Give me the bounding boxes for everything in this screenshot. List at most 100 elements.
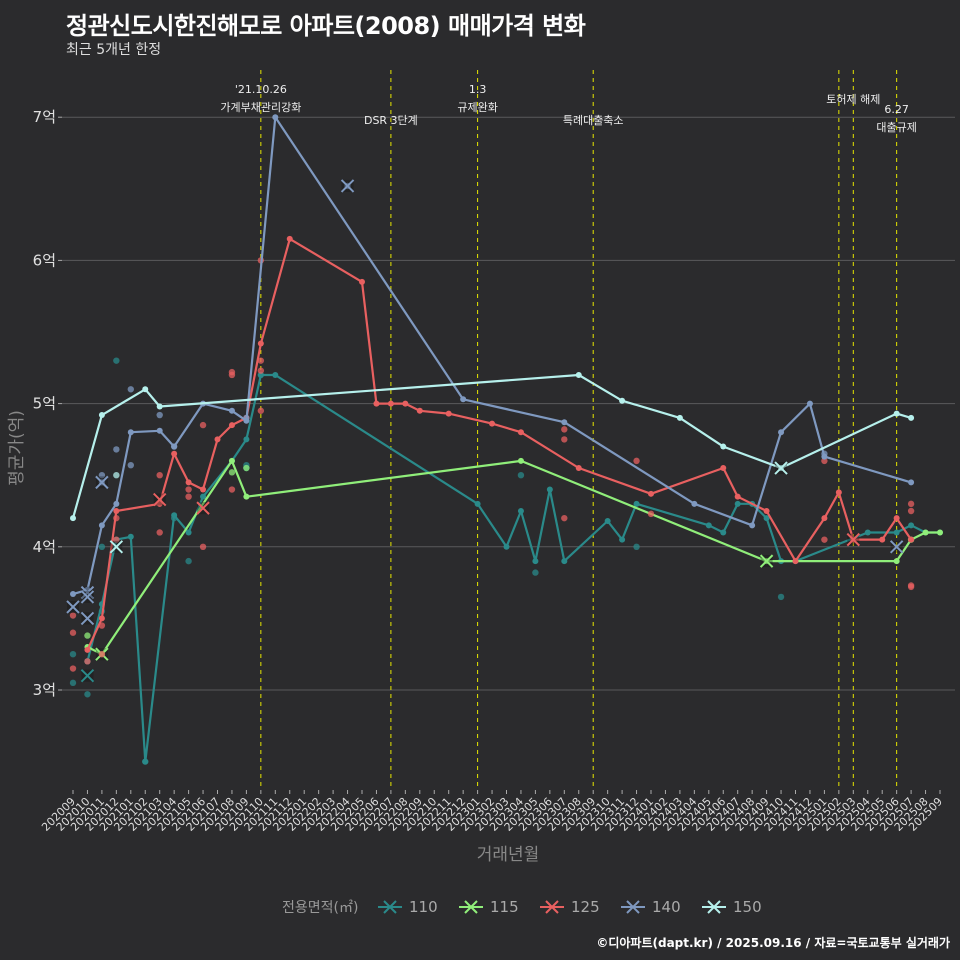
y-tick-label: 5억 [33,395,56,413]
series-115 [84,457,943,661]
line-vertex [489,420,496,427]
line-vertex [171,512,178,519]
data-point [113,446,120,453]
line-vertex [908,479,915,486]
event-label: 가계부채관리강화 [220,101,301,114]
event-label: DSR 3단계 [364,114,418,127]
line-vertex [922,529,929,536]
event-label: 특례대출축소 [563,114,624,127]
line-vertex [257,340,264,347]
legend-cross [383,900,397,914]
line-vertex [749,522,756,529]
event-label: 대출규제 [876,121,916,134]
data-point [633,543,640,550]
line-vertex [734,500,741,507]
event-label: 규제완화 [457,101,497,114]
line-vertex [604,518,611,525]
line-vertex [517,429,524,436]
series-line [86,237,913,651]
data-point [84,632,91,639]
cross-marker [95,475,109,490]
line-vertex [561,419,568,426]
line-vertex [619,536,626,543]
cross-marker [759,554,774,568]
line-vertex [633,500,640,507]
cross-marker [80,585,95,600]
line-vertex [792,558,799,565]
line-vertex [243,493,250,500]
legend-item-125: 125 [540,898,600,916]
data-point [127,461,134,469]
cross-stroke [109,540,124,554]
line-vertex [228,422,235,429]
line-vertex [720,465,727,472]
line-vertex [705,522,712,529]
line-vertex [575,371,582,378]
line-vertex [98,522,105,529]
line-vertex [171,450,178,457]
line-vertex [532,558,539,565]
legend-label: 125 [571,898,600,916]
x-axis: 2020092020102020112020122021012021022021… [39,790,945,834]
line-vertex [474,500,481,507]
data-point [113,536,120,543]
event-label: 토허제 해제 [826,92,880,106]
series-150 [70,371,915,554]
line-vertex [70,591,76,598]
data-point [228,368,236,376]
line-vertex [517,508,524,514]
line-vertex [185,479,192,486]
data-point [84,658,91,665]
cross-marker [846,532,861,547]
cross-marker [109,540,124,554]
data-point [69,651,77,658]
event-label: 1.3 [469,83,487,96]
data-point [517,472,525,479]
series-140 [66,114,915,626]
y-tick-label: 4억 [33,538,56,556]
legend-cross [545,900,559,914]
line-vertex [228,407,235,414]
cross-marker [152,492,167,507]
line-vertex [937,529,943,536]
cross-stroke [152,492,167,507]
cross-stroke [846,532,861,547]
legend-item-140: 140 [621,898,681,916]
line-vertex [908,536,915,543]
line-vertex [272,114,279,121]
series-line [72,116,912,596]
data-point [907,500,915,508]
cross-stroke [95,475,109,490]
data-point [199,543,207,550]
data-point [185,486,192,493]
data-point [821,457,828,465]
line-vertex [171,443,178,450]
line-vertex [864,529,871,536]
cross-stroke [66,600,80,614]
data-point [633,457,640,465]
y-tick-label: 3억 [33,681,56,699]
line-vertex [70,515,76,522]
data-point [243,464,250,472]
line-vertex [243,417,250,424]
cross-marker [66,600,80,614]
cross-stroke [80,668,95,683]
line-vertex [272,371,279,378]
data-point [561,514,568,522]
y-axis: 3억 4억 5억 6억 7억 [33,108,62,699]
data-point [647,510,655,518]
cross-stroke [889,540,904,554]
line-vertex [445,410,452,417]
x-axis-label: 거래년월 [477,845,540,865]
data-point [113,357,120,364]
line-vertex [373,400,380,407]
data-point [257,357,265,364]
cross-marker [80,590,95,604]
line-vertex [98,615,105,622]
data-point [69,679,77,687]
line-vertex [893,529,900,536]
line-vertex [416,407,423,414]
cross-stroke [80,585,95,600]
